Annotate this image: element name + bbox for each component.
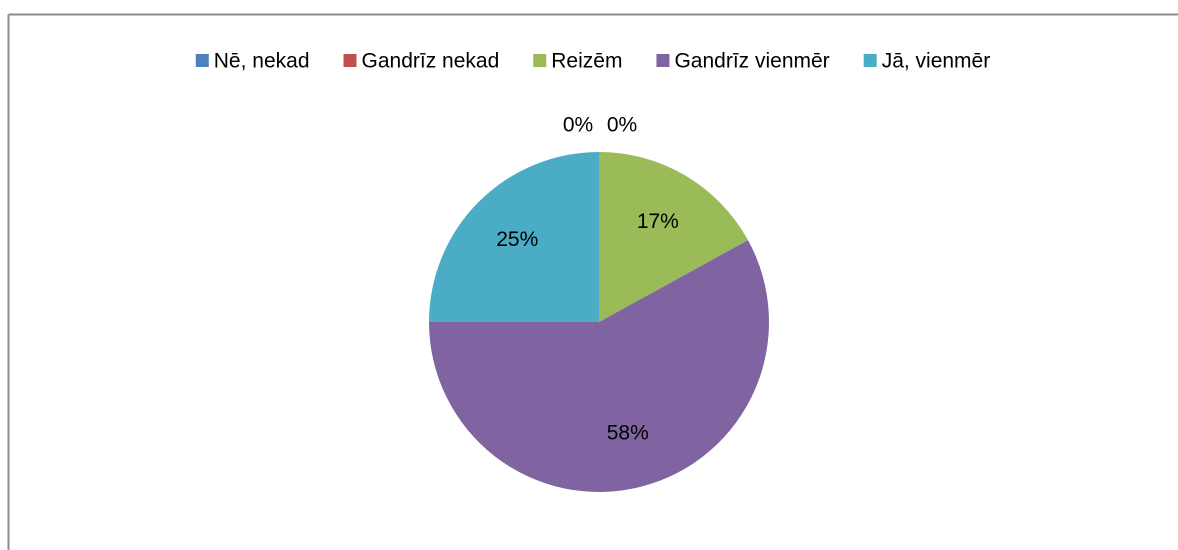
legend-label: Gandrīz vienmēr (674, 50, 829, 73)
legend-label: Reizēm (551, 50, 622, 73)
legend-label: Gandrīz nekad (362, 50, 500, 73)
legend-label: Nē, nekad (214, 50, 310, 73)
pie-slice (599, 152, 748, 322)
data-label: 0% (607, 114, 637, 137)
legend-swatch (195, 54, 209, 67)
legend-swatch (656, 54, 670, 67)
pie-slice (429, 240, 769, 493)
data-label: 25% (496, 228, 538, 251)
data-label: 17% (637, 210, 679, 233)
pie-slice (429, 152, 599, 322)
legend-label: Jā, vienmēr (882, 50, 991, 73)
data-label: 58% (607, 422, 649, 445)
legend-swatch (863, 54, 877, 67)
legend-swatch (533, 54, 547, 67)
legend-swatch (343, 54, 357, 67)
data-label: 0% (563, 114, 593, 137)
